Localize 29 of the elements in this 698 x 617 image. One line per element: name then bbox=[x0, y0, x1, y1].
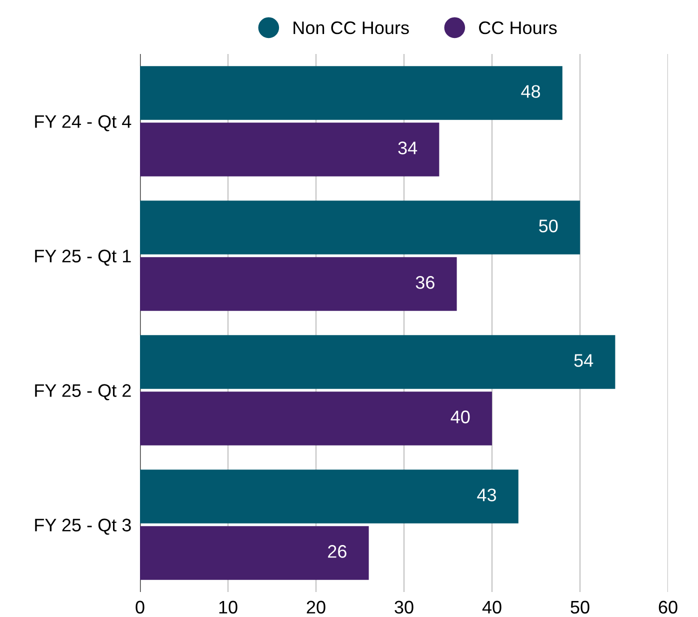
bar bbox=[140, 335, 616, 389]
data-label: 54 bbox=[574, 354, 594, 367]
y-tick-label: FY 24 - Qt 4 bbox=[35, 115, 132, 132]
data-label: 40 bbox=[450, 410, 470, 424]
bar bbox=[140, 257, 457, 311]
y-tick-label: FY 25 - Qt 3 bbox=[35, 518, 131, 535]
legend-label: CC Hours bbox=[479, 21, 557, 34]
x-tick-label: 30 bbox=[394, 600, 414, 614]
bar bbox=[140, 526, 369, 580]
y-tick-label: FY 25 - Qt 2 bbox=[35, 384, 131, 400]
data-label: 50 bbox=[539, 220, 558, 232]
x-tick-label: 50 bbox=[570, 600, 590, 614]
x-tick-label: 20 bbox=[306, 600, 326, 614]
data-label: 43 bbox=[477, 488, 496, 502]
bar bbox=[140, 392, 492, 446]
data-label: 34 bbox=[398, 142, 418, 154]
legend-label: Non CC Hours bbox=[294, 21, 409, 34]
x-tick-label: 60 bbox=[658, 600, 678, 614]
data-label: 48 bbox=[521, 85, 540, 98]
y-tick-label: FY 25 - Qt 1 bbox=[35, 250, 131, 266]
bar bbox=[140, 66, 562, 120]
data-label: 36 bbox=[416, 276, 434, 289]
bar bbox=[140, 470, 518, 524]
bar bbox=[140, 122, 440, 176]
x-tick-label: 40 bbox=[482, 600, 502, 614]
x-tick-label: 10 bbox=[219, 600, 238, 614]
data-label: 26 bbox=[328, 545, 346, 558]
x-tick-label: 0 bbox=[136, 600, 144, 614]
bar bbox=[140, 200, 580, 254]
